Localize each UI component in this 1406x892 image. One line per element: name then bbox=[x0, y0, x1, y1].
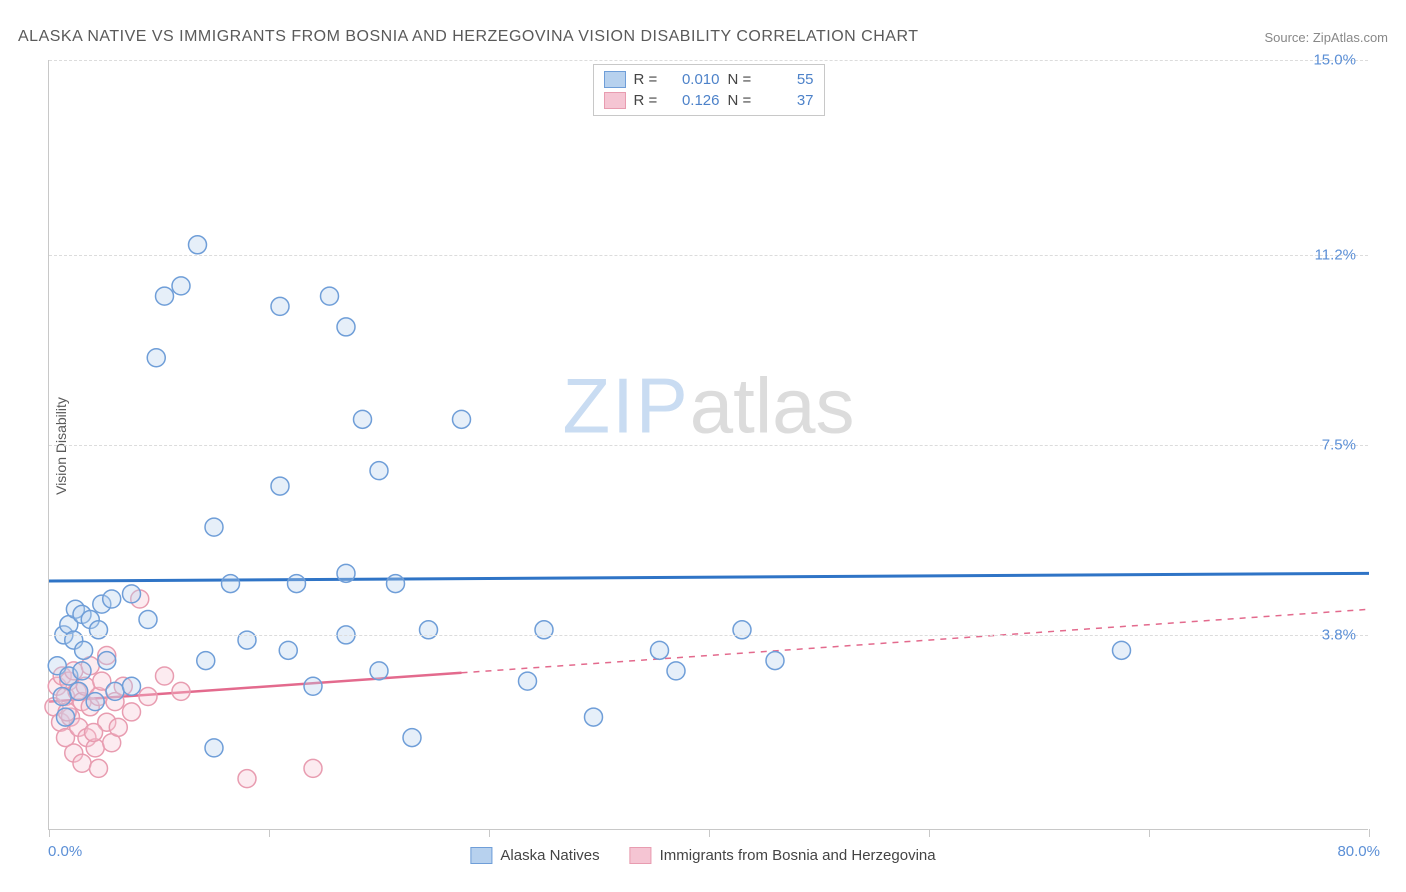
y-tick-label: 7.5% bbox=[1322, 437, 1356, 454]
y-tick-label: 15.0% bbox=[1313, 52, 1356, 69]
legend-item: Alaska Natives bbox=[470, 847, 599, 864]
source-attribution: Source: ZipAtlas.com bbox=[1264, 30, 1388, 45]
gridline bbox=[49, 445, 1368, 446]
legend-swatch bbox=[604, 92, 626, 109]
correlation-legend: R = 0.010 N = 55 R = 0.126 N = 37 bbox=[593, 64, 825, 116]
x-tick bbox=[269, 829, 270, 837]
x-axis-min-label: 0.0% bbox=[48, 843, 82, 860]
x-tick bbox=[929, 829, 930, 837]
x-tick bbox=[489, 829, 490, 837]
legend-row: R = 0.010 N = 55 bbox=[604, 69, 814, 90]
gridline bbox=[49, 635, 1368, 636]
gridline bbox=[49, 60, 1368, 61]
gridline bbox=[49, 255, 1368, 256]
x-tick bbox=[49, 829, 50, 837]
y-tick-label: 11.2% bbox=[1315, 247, 1356, 264]
chart-title: ALASKA NATIVE VS IMMIGRANTS FROM BOSNIA … bbox=[18, 28, 919, 46]
legend-row: R = 0.126 N = 37 bbox=[604, 90, 814, 111]
legend-label: Alaska Natives bbox=[500, 847, 599, 864]
plot-area: ZIPatlas R = 0.010 N = 55 R = 0.126 N = … bbox=[48, 60, 1368, 830]
x-axis-max-label: 80.0% bbox=[1337, 843, 1380, 860]
y-tick-label: 3.8% bbox=[1322, 626, 1356, 643]
x-tick bbox=[709, 829, 710, 837]
legend-swatch bbox=[630, 847, 652, 864]
x-tick bbox=[1369, 829, 1370, 837]
legend-item: Immigrants from Bosnia and Herzegovina bbox=[630, 847, 936, 864]
series-legend: Alaska Natives Immigrants from Bosnia an… bbox=[470, 847, 935, 864]
legend-swatch bbox=[604, 71, 626, 88]
x-tick bbox=[1149, 829, 1150, 837]
legend-swatch bbox=[470, 847, 492, 864]
legend-label: Immigrants from Bosnia and Herzegovina bbox=[660, 847, 936, 864]
